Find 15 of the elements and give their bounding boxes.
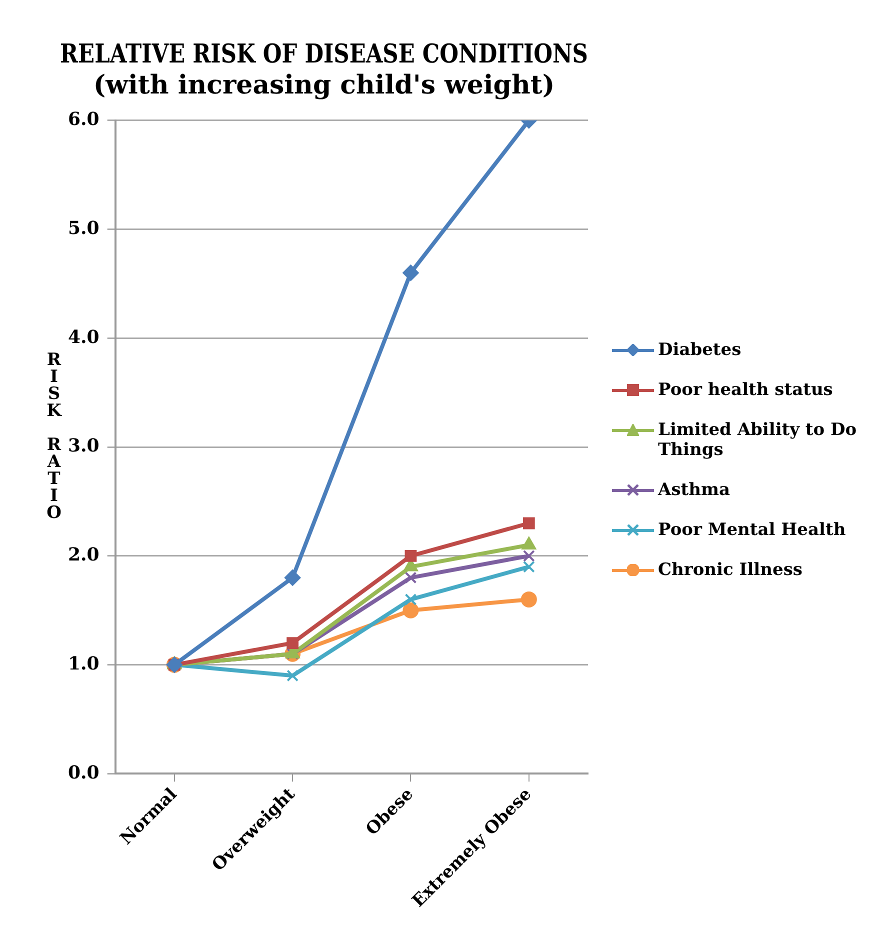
chart-title: RELATIVE RISK OF DISEASE CONDITIONS (with increasing child's weight) [60,38,588,101]
legend-label: Chronic Illness [658,560,802,580]
y-tick-label: 2.0 [68,544,100,566]
y-tick-label: 0.0 [68,762,100,784]
y-tick-label: 1.0 [68,653,100,674]
y-tick-label: 5.0 [68,218,100,239]
y-tick-label: 3.0 [68,436,100,457]
legend-label: Diabetes [658,340,742,360]
legend-label: Asthma [658,480,730,500]
legend-label: Limited Ability to Do Things [658,420,858,460]
y-tick-label: 6.0 [68,109,100,130]
legend-label: Poor health status [658,380,833,400]
y-tick-label: 4.0 [68,326,100,348]
legend-label: Poor Mental Health [658,520,846,540]
y-axis-title: RISK RATIO [44,350,64,520]
